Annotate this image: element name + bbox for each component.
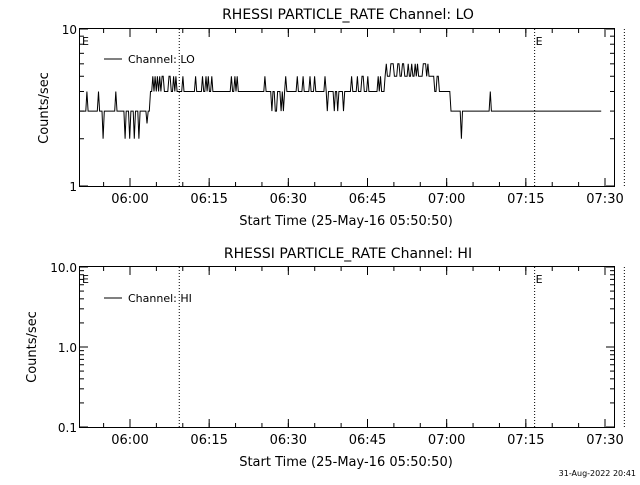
lo-plot-frame <box>79 28 615 187</box>
lo-x-tick-label-1: 06:15 <box>190 192 227 207</box>
lo-legend: Channel: LO <box>104 53 195 66</box>
hi-y-tick-label-0: 0.1 <box>58 421 77 435</box>
hi-x-tick-label-2: 06:30 <box>270 433 307 448</box>
lo-x-tick-label-2: 06:30 <box>270 192 307 207</box>
lo-channel-panel: RHESSI PARTICLE_RATE Channel: LO 1 10 06:… <box>37 7 625 229</box>
lo-y-axis-label: Counts/sec <box>37 72 52 144</box>
lo-y-ticks: 1 10 <box>62 23 614 194</box>
hi-event-marker-label-0: E <box>82 273 89 286</box>
hi-x-tick-label-6: 07:30 <box>586 433 623 448</box>
hi-y-tick-label-1: 1.0 <box>58 341 77 355</box>
hi-x-axis-label: Start Time (25-May-16 05:50:50) <box>239 455 453 470</box>
hi-x-ticks: 06:00 06:15 06:30 06:45 07:00 07:15 07:30 <box>103 267 624 448</box>
lo-x-tick-label-6: 07:30 <box>586 192 623 207</box>
hi-plot-frame <box>79 266 615 428</box>
hi-x-tick-label-5: 07:15 <box>507 433 544 448</box>
lo-event-marker-label-0: E <box>82 35 89 48</box>
footer-timestamp: 31-Aug-2022 20:41 <box>559 469 636 478</box>
hi-y-axis-label: Counts/sec <box>25 311 40 383</box>
lo-x-axis-label: Start Time (25-May-16 05:50:50) <box>239 214 453 229</box>
hi-channel-panel: RHESSI PARTICLE_RATE Channel: HI 0.1 1.0 1… <box>25 246 625 470</box>
hi-legend: Channel: HI <box>104 292 192 305</box>
hi-x-tick-label-1: 06:15 <box>190 433 227 448</box>
hi-y-ticks: 0.1 1.0 10.0 <box>50 261 614 435</box>
lo-event-marker-label-1: E <box>536 35 543 48</box>
hi-x-tick-label-3: 06:45 <box>349 433 386 448</box>
hi-x-tick-label-0: 06:00 <box>111 433 148 448</box>
hi-legend-label: Channel: HI <box>128 292 192 305</box>
hi-x-tick-label-4: 07:00 <box>428 433 465 448</box>
hi-chart-title: RHESSI PARTICLE_RATE Channel: HI <box>224 246 472 262</box>
lo-x-tick-label-3: 06:45 <box>349 192 386 207</box>
lo-x-ticks: 06:00 06:15 06:30 06:45 07:00 07:15 07:30 <box>103 29 624 207</box>
lo-y-tick-label-0: 1 <box>69 180 77 194</box>
lo-legend-label: Channel: LO <box>128 53 195 66</box>
lo-x-tick-label-0: 06:00 <box>111 192 148 207</box>
lo-x-tick-label-5: 07:15 <box>507 192 544 207</box>
hi-y-tick-label-2: 10.0 <box>50 261 77 275</box>
lo-series-line-0 <box>80 63 602 139</box>
lo-y-tick-label-1: 10 <box>62 23 77 37</box>
hi-event-marker-label-1: E <box>536 273 543 286</box>
lo-chart-title: RHESSI PARTICLE_RATE Channel: LO <box>222 7 474 23</box>
lo-x-tick-label-4: 07:00 <box>428 192 465 207</box>
lo-series <box>80 63 602 139</box>
